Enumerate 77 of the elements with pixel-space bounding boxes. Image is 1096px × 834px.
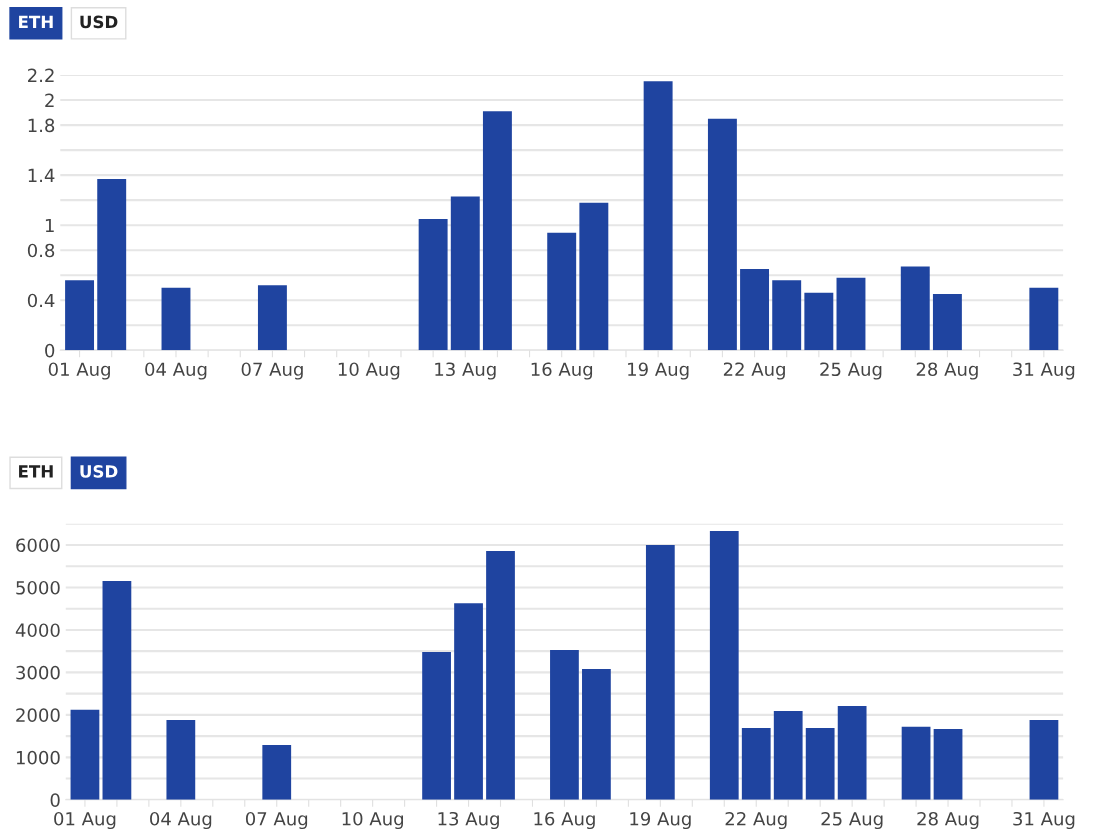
y-tick-label: 1000	[16, 750, 60, 765]
text: ETH	[19, 15, 53, 28]
bar	[97, 178, 127, 351]
x-tick-label: 04 Aug	[150, 811, 212, 830]
x-tick-label: 07 Aug	[241, 362, 303, 380]
bar	[65, 280, 95, 351]
y-tick-label: 2.2	[28, 68, 54, 82]
bar	[645, 544, 675, 800]
x-tick-label: 31 Aug	[1013, 362, 1075, 380]
y-tick-label: 5000	[16, 580, 60, 595]
x-tick-label: 01 Aug	[48, 362, 110, 380]
y-tick-label: 0	[50, 793, 60, 807]
bar	[709, 530, 739, 800]
x-tick-label: 19 Aug	[628, 362, 689, 380]
bar	[804, 292, 834, 351]
bar	[547, 232, 577, 351]
x-tick-label: 25 Aug	[821, 811, 883, 830]
bar	[454, 603, 483, 800]
y-tick-label: 6000	[16, 538, 60, 553]
text: USD	[80, 15, 118, 29]
bar	[772, 280, 802, 351]
bar	[773, 711, 803, 800]
x-tick-label: 10 Aug	[342, 811, 403, 830]
bar	[450, 196, 480, 351]
y-tick-label: 0.4	[27, 293, 55, 308]
x-tick-label: 10 Aug	[338, 362, 400, 380]
x-tick-label: 16 Aug	[534, 811, 595, 830]
text: ETH	[19, 465, 53, 478]
bar	[1029, 719, 1059, 800]
bar	[166, 719, 196, 800]
y-tick-label: 3000	[16, 665, 60, 680]
x-tick-label: 04 Aug	[145, 362, 207, 380]
bar	[482, 111, 512, 351]
y-tick-label: 0.8	[27, 243, 55, 258]
x-tick-label: 01 Aug	[54, 811, 116, 830]
bar	[257, 285, 287, 351]
bar	[262, 745, 292, 800]
x-tick-label: 28 Aug	[916, 362, 978, 380]
bar	[837, 705, 867, 800]
bar	[900, 266, 930, 351]
y-tick-label: 1.8	[28, 118, 55, 133]
bar	[486, 550, 515, 800]
bar	[643, 81, 673, 351]
x-tick-label: 19 Aug	[630, 811, 691, 830]
bar	[582, 669, 611, 800]
y-tick-label: 4000	[15, 623, 60, 638]
bar	[805, 728, 835, 800]
bar	[933, 728, 963, 800]
bar	[1029, 287, 1059, 351]
bar	[70, 709, 100, 800]
bar	[102, 581, 132, 800]
x-tick-label: 22 Aug	[723, 362, 785, 380]
y-tick-label: 2	[45, 93, 54, 107]
bar	[901, 726, 931, 800]
bar	[422, 652, 451, 800]
x-tick-label: 16 Aug	[531, 362, 593, 380]
x-tick-label: 22 Aug	[725, 811, 787, 830]
bar	[740, 268, 770, 351]
y-tick-label: 0	[45, 343, 55, 358]
y-tick-label: 2000	[16, 708, 60, 722]
bar	[161, 287, 191, 351]
x-tick-label: 13 Aug	[438, 811, 499, 830]
y-tick-label: 1	[45, 218, 54, 233]
x-tick-label: 28 Aug	[917, 811, 979, 830]
x-tick-label: 07 Aug	[245, 811, 308, 830]
bar	[932, 293, 962, 351]
bar	[550, 649, 579, 800]
bar	[579, 202, 609, 351]
bar	[707, 118, 737, 351]
bar	[741, 728, 771, 800]
y-tick-label: 1.4	[28, 168, 55, 182]
bar	[418, 218, 448, 351]
x-tick-label: 13 Aug	[435, 362, 496, 380]
x-tick-label: 25 Aug	[820, 362, 882, 380]
text: USD	[80, 465, 118, 478]
x-tick-label: 31 Aug	[1013, 811, 1075, 830]
bar	[836, 277, 866, 351]
